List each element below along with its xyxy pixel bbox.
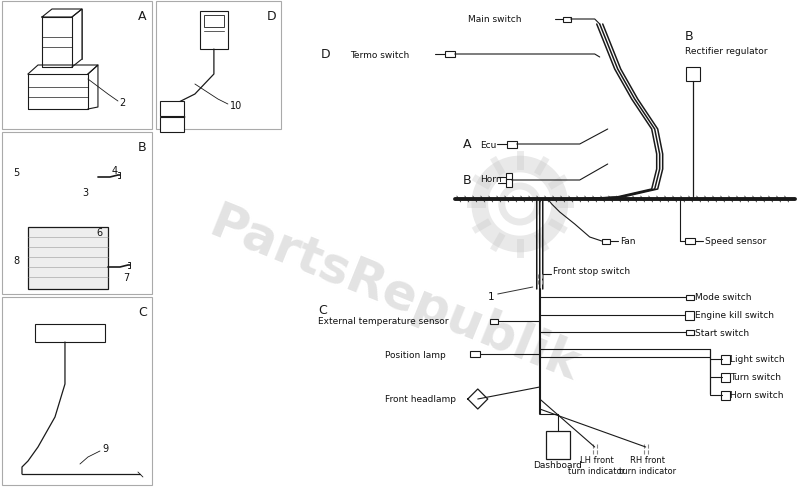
Bar (2, 297, 152, 485)
Text: B: B (138, 141, 146, 154)
Text: Front stop switch: Front stop switch (553, 267, 630, 276)
Bar (490, 319, 498, 324)
Text: B: B (462, 173, 471, 186)
Text: Position lamp: Position lamp (385, 350, 446, 359)
Text: Start switch: Start switch (694, 328, 749, 337)
Text: Horn: Horn (480, 175, 502, 184)
Text: A: A (462, 138, 471, 151)
Text: Horn switch: Horn switch (730, 391, 783, 400)
Text: PartsRepublik: PartsRepublik (202, 198, 587, 390)
Bar (562, 18, 570, 22)
Bar (685, 239, 694, 244)
Text: 5: 5 (13, 168, 19, 178)
Text: 1: 1 (488, 291, 494, 302)
Bar (2, 133, 152, 294)
Bar (686, 330, 694, 335)
Text: 9: 9 (102, 443, 108, 453)
Bar (445, 52, 454, 58)
Text: LH front
turn indicator: LH front turn indicator (568, 455, 626, 475)
Text: Fan: Fan (620, 237, 635, 246)
Bar (506, 180, 512, 187)
Text: Termo switch: Termo switch (350, 50, 409, 60)
Circle shape (79, 331, 85, 336)
Circle shape (46, 331, 50, 336)
Text: D: D (321, 48, 330, 61)
Circle shape (26, 161, 30, 164)
Text: C: C (318, 303, 326, 316)
Text: 8: 8 (13, 256, 19, 265)
Text: D: D (267, 10, 277, 23)
Text: Ecu: Ecu (480, 140, 496, 149)
Bar (156, 2, 281, 130)
Text: Turn switch: Turn switch (730, 373, 781, 382)
Bar (506, 174, 512, 182)
Bar (546, 431, 570, 459)
Bar (28, 227, 108, 289)
Bar (160, 118, 184, 133)
Bar (2, 2, 152, 130)
Text: Dashboard: Dashboard (534, 461, 582, 469)
Text: 3: 3 (82, 187, 88, 198)
Circle shape (60, 174, 76, 190)
Bar (686, 295, 694, 300)
Text: Engine kill switch: Engine kill switch (694, 311, 774, 320)
Text: C: C (138, 305, 146, 318)
Bar (470, 351, 480, 357)
Bar (602, 239, 610, 244)
Bar (721, 373, 730, 382)
Text: Rectifier regulator: Rectifier regulator (685, 47, 767, 57)
Text: 6: 6 (96, 227, 102, 238)
Bar (200, 12, 228, 50)
Text: 4: 4 (112, 165, 118, 176)
Text: Speed sensor: Speed sensor (705, 237, 766, 246)
Bar (686, 68, 700, 82)
Text: Front headlamp: Front headlamp (385, 395, 456, 404)
Circle shape (18, 265, 22, 269)
Bar (35, 325, 105, 342)
Text: Mode switch: Mode switch (694, 293, 751, 302)
Text: Main switch: Main switch (468, 16, 522, 24)
Bar (721, 391, 730, 400)
Text: 10: 10 (230, 101, 242, 111)
Text: B: B (685, 29, 694, 42)
Bar (685, 311, 694, 320)
Bar (506, 141, 517, 148)
Text: A: A (138, 10, 146, 23)
Text: External temperature sensor: External temperature sensor (318, 317, 448, 326)
Text: 7: 7 (123, 272, 129, 283)
Text: Light switch: Light switch (730, 355, 784, 364)
Text: 2: 2 (119, 98, 125, 108)
Text: RH front
turn indicator: RH front turn indicator (619, 455, 676, 475)
Bar (160, 102, 184, 117)
Bar (204, 16, 224, 28)
Bar (721, 355, 730, 364)
